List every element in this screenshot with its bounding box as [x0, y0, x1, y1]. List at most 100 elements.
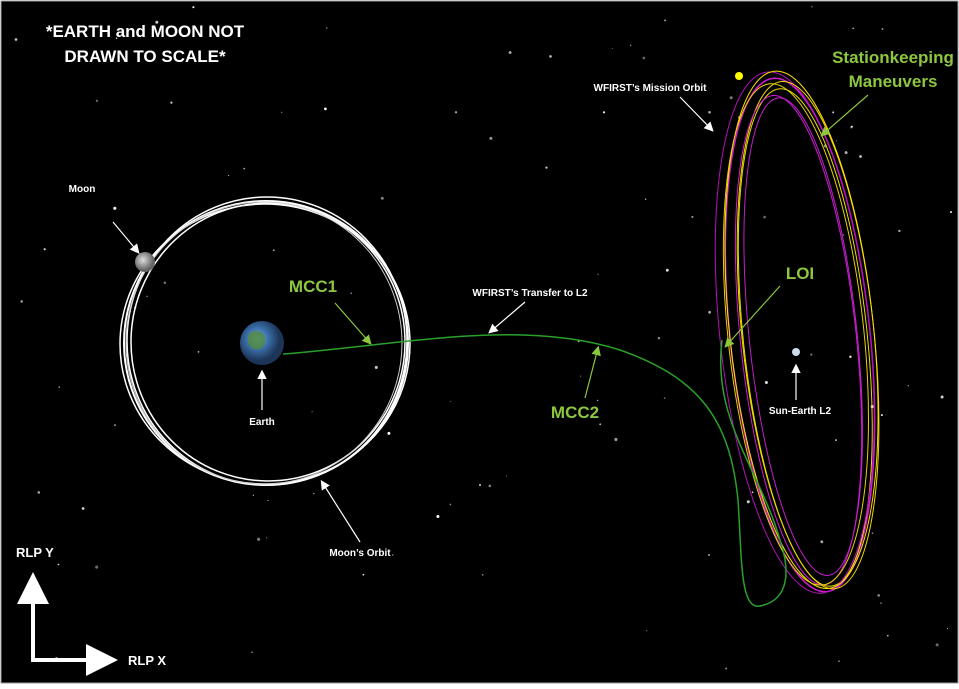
star	[268, 500, 269, 501]
star	[21, 300, 23, 302]
star	[96, 100, 98, 102]
star	[691, 216, 693, 218]
star	[392, 554, 394, 556]
star	[251, 652, 253, 654]
star	[436, 515, 439, 518]
star	[730, 96, 733, 99]
star	[114, 424, 116, 426]
star	[281, 112, 282, 113]
star	[146, 296, 148, 298]
star	[450, 504, 452, 506]
axis-x-label: RLP X	[128, 653, 166, 668]
star	[549, 55, 552, 58]
star	[882, 28, 884, 30]
star	[747, 500, 750, 503]
mission-orbit-label: WFIRST’s Mission Orbit	[594, 83, 708, 94]
star	[810, 354, 812, 356]
star	[898, 230, 900, 232]
star	[845, 151, 848, 154]
star	[350, 292, 352, 294]
star	[643, 57, 646, 60]
star	[312, 411, 313, 412]
star	[646, 630, 647, 631]
star	[599, 423, 601, 425]
star	[877, 594, 880, 597]
star	[708, 554, 710, 556]
star	[381, 197, 384, 200]
l2-label: Sun-Earth L2	[769, 406, 832, 417]
star	[15, 38, 18, 41]
star	[612, 48, 613, 49]
star	[725, 668, 727, 670]
star	[243, 168, 245, 170]
star	[253, 495, 254, 496]
star	[872, 532, 874, 534]
star	[941, 396, 944, 399]
star	[198, 351, 200, 353]
star	[580, 376, 581, 377]
star	[597, 400, 598, 401]
mcc2-label: MCC2	[551, 403, 599, 422]
star	[614, 438, 617, 441]
star	[455, 111, 457, 113]
stationkeeping-label: Maneuvers	[849, 72, 938, 91]
star	[820, 540, 823, 543]
star	[763, 216, 766, 219]
star	[838, 660, 840, 662]
star	[859, 155, 862, 158]
star	[387, 432, 390, 435]
star	[836, 140, 837, 141]
star	[363, 574, 365, 576]
star	[752, 491, 754, 493]
star	[881, 414, 883, 416]
star	[630, 45, 631, 46]
star	[482, 574, 484, 576]
loi-label: LOI	[786, 264, 814, 283]
title-line: *EARTH and MOON NOT	[46, 22, 245, 41]
star	[326, 27, 328, 29]
moon-label: Moon	[69, 184, 96, 195]
earth-label: Earth	[249, 417, 275, 428]
star	[113, 207, 116, 210]
star	[765, 381, 768, 384]
star	[880, 602, 882, 604]
axis-y-label: RLP Y	[16, 545, 54, 560]
spacecraft	[735, 72, 743, 80]
star	[489, 485, 492, 488]
star	[950, 211, 952, 213]
star	[450, 401, 451, 402]
star	[603, 111, 605, 113]
star	[658, 337, 660, 339]
star	[849, 356, 851, 358]
moon	[135, 252, 155, 272]
mcc1-label: MCC1	[289, 277, 337, 296]
star	[375, 366, 378, 369]
star	[257, 538, 260, 541]
star	[887, 635, 889, 637]
star	[545, 166, 547, 168]
star	[59, 386, 60, 387]
moon-orbit-label: Moon’s Orbit	[329, 548, 391, 559]
star	[192, 6, 194, 8]
star	[509, 51, 512, 54]
star	[228, 175, 229, 176]
star	[936, 643, 939, 646]
l2-point	[792, 348, 800, 356]
star	[835, 439, 837, 441]
star	[266, 537, 267, 538]
star	[832, 111, 834, 113]
star	[170, 102, 172, 104]
star	[273, 249, 275, 251]
star	[95, 566, 98, 569]
star	[313, 493, 314, 494]
star	[708, 311, 711, 314]
star	[38, 491, 41, 494]
star	[851, 126, 853, 128]
star	[489, 137, 492, 140]
star	[666, 269, 669, 272]
star	[44, 248, 46, 250]
star	[664, 19, 666, 21]
star	[597, 274, 598, 275]
star	[947, 628, 948, 629]
star	[82, 507, 85, 510]
